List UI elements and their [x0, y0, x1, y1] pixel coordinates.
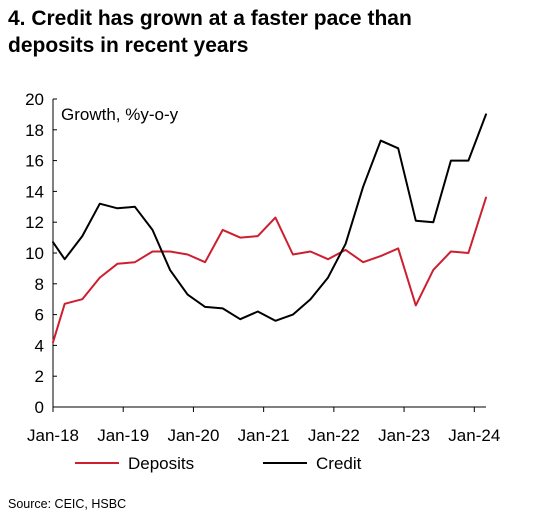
- chart-title-line-1: 4. Credit has grown at a faster pace tha…: [8, 7, 412, 30]
- source-note: Source: CEIC, HSBC: [8, 497, 127, 511]
- x-tick-label: Jan-21: [238, 426, 290, 445]
- y-tick-label: 4: [35, 336, 44, 355]
- x-tick-label: Jan-24: [448, 426, 500, 445]
- y-tick-label: 10: [25, 244, 44, 263]
- chart-title-line-2: deposits in recent years: [8, 34, 249, 57]
- y-tick-label: 2: [35, 367, 44, 386]
- x-tick-label: Jan-19: [97, 426, 149, 445]
- y-tick-label: 12: [25, 213, 44, 232]
- y-tick-label: 8: [35, 275, 44, 294]
- chart-title: 4. Credit has grown at a faster pace tha…: [8, 5, 528, 59]
- x-tick-label: Jan-22: [308, 426, 360, 445]
- x-tick-label: Jan-23: [378, 426, 430, 445]
- x-tick-label: Jan-20: [167, 426, 219, 445]
- y-tick-label: 18: [25, 121, 44, 140]
- y-tick-label: 14: [25, 182, 44, 201]
- series-line-credit: [52, 113, 487, 322]
- y-tick-label: 20: [25, 90, 44, 109]
- y-tick-label: 0: [35, 398, 44, 417]
- growth-annotation: Growth, %y-o-y: [61, 105, 179, 124]
- legend-label-deposits: Deposits: [128, 454, 194, 473]
- y-tick-label: 16: [25, 152, 44, 171]
- legend-label-credit: Credit: [316, 454, 362, 473]
- x-tick-label: Jan-18: [27, 426, 79, 445]
- line-chart: 0 2 4 6 8 10 12 14 16 18 20 Jan-18 Jan-19 Jan-20 Jan-2…: [25, 90, 500, 473]
- y-tick-label: 6: [35, 306, 44, 325]
- series-line-deposits: [52, 196, 487, 344]
